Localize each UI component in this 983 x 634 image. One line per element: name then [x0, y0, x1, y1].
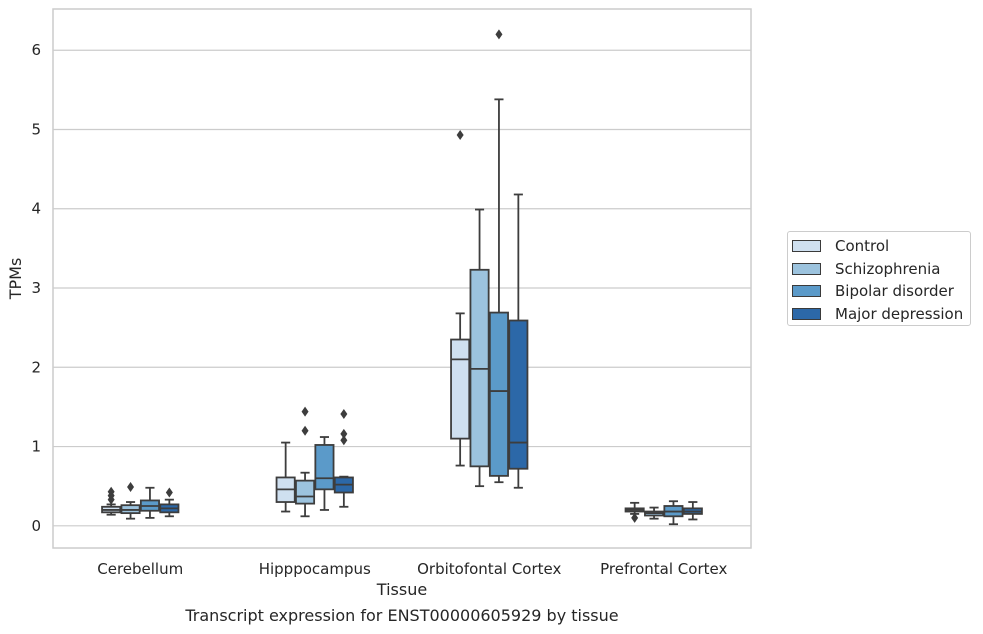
legend-swatch	[792, 285, 821, 298]
outlier-point	[340, 428, 348, 439]
box-body	[488, 311, 509, 477]
outlier-point	[301, 425, 309, 436]
outlier-point	[631, 512, 639, 523]
legend: Control Schizophrenia Bipolar disorder Majo…	[787, 231, 971, 326]
box-control	[101, 486, 122, 516]
box-bipolar-disorder	[488, 29, 509, 484]
box-major-depression	[159, 487, 180, 518]
outlier-point	[107, 486, 115, 497]
box-major-depression	[333, 409, 354, 508]
chart-title: Transcript expression for ENST0000060592…	[184, 606, 618, 625]
legend-label: Control	[835, 237, 890, 256]
box-control	[450, 130, 471, 467]
box-bipolar-disorder	[663, 500, 684, 526]
box-body	[295, 479, 316, 505]
y-tick-label: 3	[31, 279, 41, 297]
legend-label: Bipolar disorder	[835, 282, 954, 301]
y-tick-label: 0	[31, 517, 41, 535]
box-body	[508, 319, 529, 470]
outlier-point	[340, 435, 348, 446]
outlier-point	[495, 29, 503, 40]
y-tick-label: 2	[31, 358, 41, 376]
legend-swatch	[792, 307, 821, 320]
legend-label: Schizophrenia	[835, 259, 941, 278]
y-tick-label: 6	[31, 41, 41, 59]
box-schizophrenia	[469, 208, 490, 488]
box-major-depression	[508, 193, 529, 489]
legend-item: Control	[792, 235, 970, 258]
y-tick-label: 1	[31, 438, 41, 456]
grid-layer	[53, 49, 751, 527]
box-schizophrenia	[295, 406, 316, 518]
box-control	[275, 441, 296, 513]
x-tick-labels: Cerebellum Hipppocampus Orbitofontal Corte…	[97, 560, 727, 578]
outlier-point	[165, 487, 173, 498]
outlier-point	[301, 406, 309, 417]
box-bipolar-disorder	[139, 486, 160, 519]
box-schizophrenia	[644, 506, 665, 520]
legend-item: Bipolar disorder	[792, 280, 970, 303]
y-tick-label: 4	[31, 200, 41, 218]
box-body	[450, 338, 471, 440]
x-tick-label: Cerebellum	[97, 560, 183, 578]
outlier-point	[127, 481, 135, 492]
x-tick-label: Hipppocampus	[259, 560, 371, 578]
legend-swatch	[792, 240, 821, 253]
legend-label: Major depression	[835, 304, 964, 323]
outlier-point	[456, 130, 464, 141]
outlier-point	[340, 409, 348, 420]
x-tick-label: Orbitofontal Cortex	[417, 560, 561, 578]
plot-frame	[52, 8, 752, 549]
x-axis-label: Tissue	[376, 580, 427, 599]
y-tick-label: 5	[31, 120, 41, 138]
box-control	[624, 501, 645, 523]
y-axis-label: TPMs	[6, 258, 25, 301]
x-tick-label: Prefrontal Cortex	[600, 560, 727, 578]
legend-item: Schizophrenia	[792, 258, 970, 281]
box-bipolar-disorder	[314, 436, 335, 511]
boxes-layer	[101, 29, 703, 526]
box-schizophrenia	[120, 481, 141, 520]
legend-swatch	[792, 262, 821, 275]
legend-item: Major depression	[792, 303, 970, 326]
y-tick-labels: 0 1 2 3 4 5 6	[31, 41, 41, 535]
box-body	[314, 444, 335, 491]
box-major-depression	[682, 501, 703, 521]
